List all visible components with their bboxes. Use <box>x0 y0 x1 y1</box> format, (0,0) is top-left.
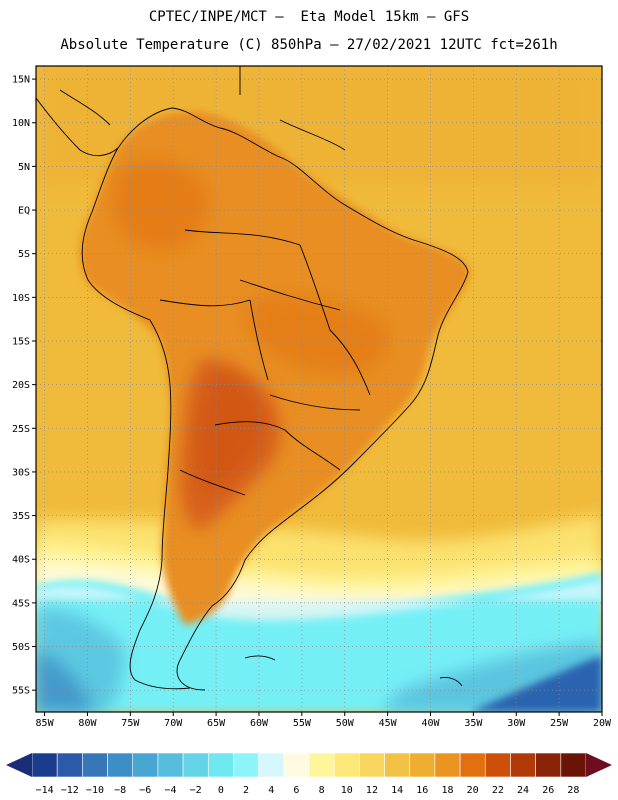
colorbar-label: 26 <box>542 785 554 796</box>
colorbar-label: 18 <box>441 785 453 796</box>
colorbar-label: 22 <box>492 785 504 796</box>
colorbar-label: 4 <box>268 785 274 796</box>
lon-label: 25W <box>550 718 569 729</box>
lat-label: 25S <box>12 424 30 435</box>
temperature-field <box>36 66 602 712</box>
lon-label: 85W <box>36 718 55 729</box>
lat-label: 15S <box>12 336 30 347</box>
colorbar-swatch <box>233 752 259 778</box>
colorbar-swatch <box>560 752 587 778</box>
color-scale-legend: −14 −12 −10 −8 −6 −4 −2 0 2 4 6 8 10 12 14 16 18 20 22 24 26… <box>6 752 612 796</box>
colorbar-swatch <box>283 752 310 778</box>
colorbar-label: 28 <box>567 785 579 796</box>
colorbar-swatch <box>207 752 234 778</box>
colorbar-label: 8 <box>319 785 325 796</box>
lat-label: EQ <box>18 206 30 217</box>
colorbar-label: 0 <box>218 785 224 796</box>
colorbar-label: −6 <box>139 785 151 796</box>
deep-cold-patch <box>470 655 602 712</box>
colorbar-swatch <box>157 752 184 778</box>
lat-label: 10N <box>12 118 30 129</box>
lon-label: 20W <box>593 718 612 729</box>
colorbar-label: 16 <box>416 785 428 796</box>
lon-label: 40W <box>421 718 440 729</box>
lat-label: 35S <box>12 511 30 522</box>
colorbar-swatch <box>107 752 134 778</box>
colorbar-swatch <box>359 752 385 778</box>
lon-label: 75W <box>121 718 140 729</box>
colorbar-swatch <box>258 752 285 778</box>
lat-label: 30S <box>12 467 30 478</box>
colorbar-label: −12 <box>61 785 79 796</box>
lat-label: 5S <box>18 249 30 260</box>
lon-label: 30W <box>507 718 526 729</box>
lat-label: 20S <box>12 380 30 391</box>
colorbar-swatch <box>333 752 360 778</box>
colorbar-label: −4 <box>164 785 176 796</box>
colorbar-under-arrow <box>6 753 32 777</box>
lat-label: 40S <box>12 555 30 566</box>
colorbar-swatch <box>308 752 335 778</box>
lat-label: 45S <box>12 598 30 609</box>
header-title-model: CPTEC/INPE/MCT – Eta Model 15km – GFS <box>148 9 470 25</box>
lat-label: 5N <box>18 162 30 173</box>
lon-label: 55W <box>293 718 312 729</box>
colorbar-swatch <box>56 752 83 778</box>
lon-label: 70W <box>164 718 183 729</box>
lat-label: 15N <box>12 75 30 86</box>
colorbar-label: 12 <box>366 785 378 796</box>
colorbar-swatch <box>82 752 108 778</box>
colorbar-label: 6 <box>293 785 299 796</box>
colorbar-swatch <box>409 752 436 778</box>
longitude-labels: 85W 80W 75W 70W 65W 60W 55W 50W 45W 40W 35W 30W 25W 2… <box>36 712 612 729</box>
colorbar-label: −10 <box>86 785 104 796</box>
colorbar-label: −8 <box>114 785 126 796</box>
lat-label: 55S <box>12 686 30 697</box>
colorbar-label: 24 <box>517 785 529 796</box>
lon-label: 65W <box>207 718 226 729</box>
colorbar-swatch <box>132 752 159 778</box>
lon-label: 80W <box>78 718 97 729</box>
colorbar-label: 2 <box>243 785 249 796</box>
coastlines-and-borders <box>36 66 469 691</box>
map-frame <box>35 65 603 713</box>
colorbar-swatch <box>484 752 511 778</box>
lon-label: 50W <box>336 718 355 729</box>
colorbar-swatch <box>384 752 411 778</box>
colorbar-swatch <box>182 752 209 778</box>
colorbar-label: 14 <box>391 785 403 796</box>
lat-label: 10S <box>12 293 30 304</box>
lat-label: 50S <box>12 642 30 653</box>
colorbar-swatch <box>459 752 486 778</box>
colorbar-over-arrow <box>586 753 612 777</box>
colorbar-label: −14 <box>36 785 54 796</box>
header-title-field: Absolute Temperature (C) 850hPa – 27/02/… <box>60 37 558 53</box>
lon-label: 60W <box>250 718 269 729</box>
colorbar-label: 20 <box>467 785 479 796</box>
colorbar-swatch <box>535 752 562 778</box>
colorbar-swatch <box>434 752 461 778</box>
colorbar-label: 10 <box>341 785 353 796</box>
colorbar-swatch <box>510 752 536 778</box>
colorbar-label: −2 <box>190 785 202 796</box>
lon-label: 35W <box>464 718 483 729</box>
lon-label: 45W <box>379 718 398 729</box>
latitude-labels: 15N 10N 5N EQ 5S 10S 15S 20S 25S 30S 35S 40S 45S 50S 5… <box>12 75 36 697</box>
colorbar-swatch <box>31 752 58 778</box>
